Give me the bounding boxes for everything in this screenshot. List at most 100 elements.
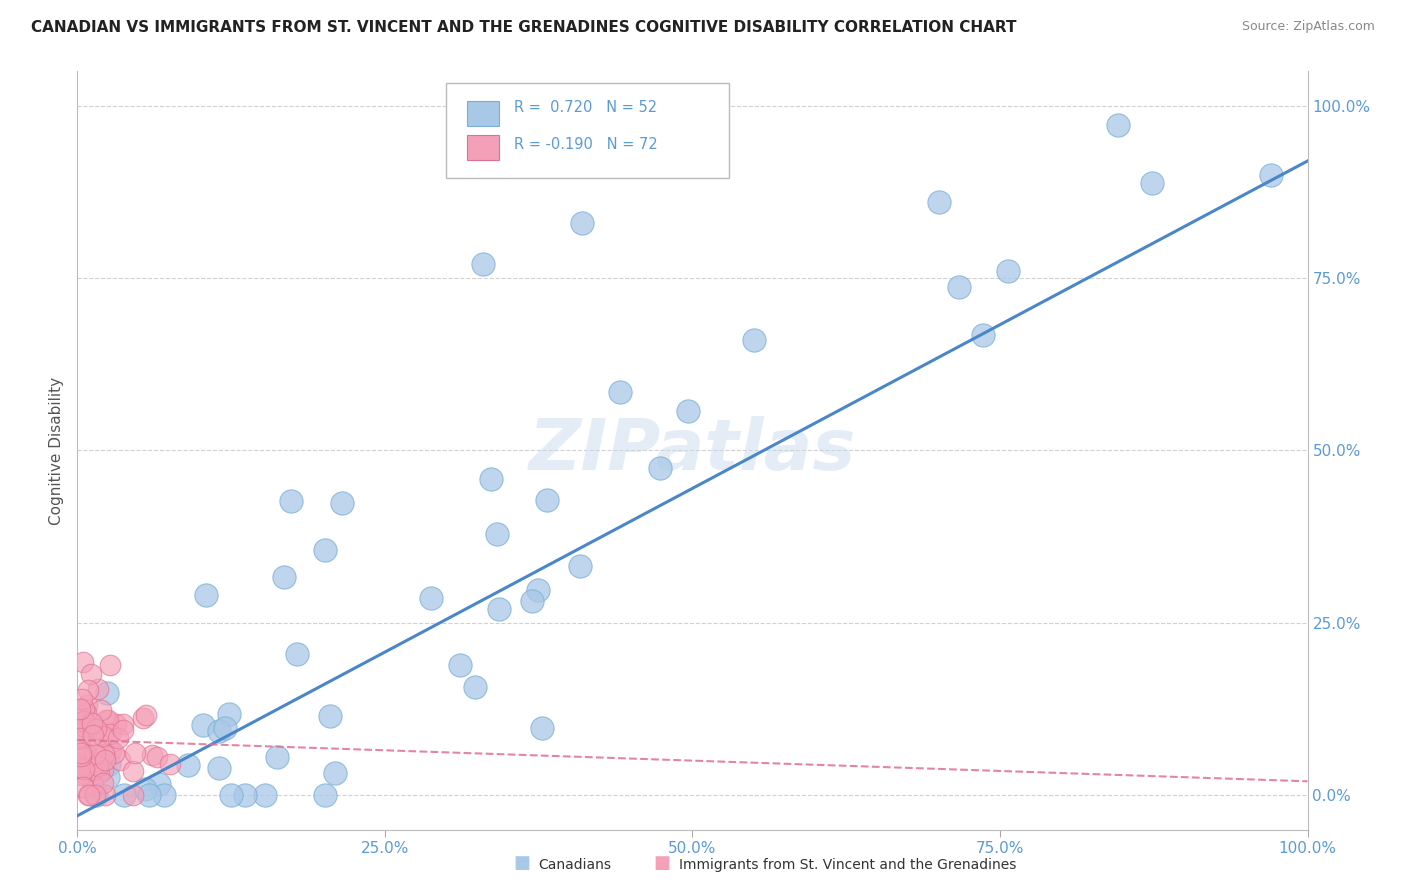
Point [138, 788, 160, 802]
Point [110, 753, 132, 767]
Point [159, 756, 181, 771]
Point [72, 701, 94, 715]
Point [314, 543, 336, 558]
Point [107, 731, 129, 746]
Text: ■: ■ [654, 855, 671, 872]
Point [124, 746, 146, 760]
Point [214, 721, 236, 735]
Point [76, 698, 98, 713]
Point [485, 527, 508, 541]
Point [527, 582, 550, 597]
Point [1107, 118, 1129, 132]
Point [1140, 176, 1163, 190]
Point [134, 781, 156, 796]
Text: Canadians: Canadians [538, 858, 612, 872]
Point [93, 747, 115, 761]
Point [76, 747, 98, 762]
Point [569, 558, 592, 573]
Point [520, 593, 543, 607]
Bar [467, 135, 499, 160]
Point [104, 717, 127, 731]
Point [67, 749, 90, 764]
Point [100, 743, 122, 757]
Point [91, 763, 114, 777]
Point [96, 686, 118, 700]
Point [449, 658, 471, 673]
Point [121, 764, 143, 779]
Point [928, 195, 950, 210]
Point [89, 766, 111, 780]
Point [84, 722, 107, 736]
Text: R = -0.190   N = 72: R = -0.190 N = 72 [515, 136, 658, 152]
Point [609, 385, 631, 400]
Point [98, 757, 121, 772]
Point [91, 776, 114, 790]
Point [80, 667, 103, 681]
Point [323, 765, 346, 780]
Point [87, 682, 110, 697]
Point [536, 492, 558, 507]
Y-axis label: Cognitive Disability: Cognitive Disability [49, 376, 65, 524]
Point [67, 753, 90, 767]
Point [153, 788, 176, 802]
Point [530, 721, 553, 735]
Point [221, 788, 243, 802]
Point [472, 257, 495, 271]
Point [742, 333, 765, 347]
Bar [467, 101, 499, 126]
Point [69, 746, 91, 760]
Point [72, 706, 94, 721]
Text: Source: ZipAtlas.com: Source: ZipAtlas.com [1241, 20, 1375, 33]
Point [112, 716, 135, 731]
Point [218, 706, 240, 721]
Point [98, 727, 121, 741]
Point [948, 279, 970, 293]
Text: ■: ■ [513, 855, 530, 872]
Point [84, 788, 107, 802]
Point [195, 588, 218, 602]
Point [420, 591, 443, 605]
Point [67, 712, 90, 726]
Point [73, 716, 96, 731]
Point [75, 768, 97, 782]
Point [571, 216, 593, 230]
Point [191, 718, 214, 732]
Point [91, 729, 114, 743]
Point [94, 788, 117, 802]
Point [648, 461, 671, 475]
Point [69, 767, 91, 781]
Point [69, 702, 91, 716]
Point [103, 746, 125, 760]
Point [280, 493, 302, 508]
Point [84, 788, 107, 802]
Point [90, 703, 112, 717]
Point [80, 763, 103, 777]
Point [208, 761, 231, 775]
Point [233, 788, 256, 802]
Point [254, 788, 277, 802]
Point [87, 758, 110, 772]
Point [314, 788, 336, 802]
Point [112, 788, 135, 802]
Point [479, 472, 502, 486]
Point [76, 788, 98, 802]
Point [72, 655, 94, 669]
Point [82, 779, 104, 793]
Point [67, 719, 90, 733]
Point [72, 780, 94, 795]
Point [319, 708, 342, 723]
Point [100, 657, 122, 672]
Point [77, 788, 100, 802]
Point [285, 647, 308, 661]
Point [66, 760, 89, 774]
Point [70, 691, 93, 706]
Point [73, 714, 96, 728]
Point [464, 680, 486, 694]
Point [112, 723, 135, 738]
Point [273, 570, 295, 584]
Point [66, 704, 89, 718]
Point [72, 763, 94, 777]
Text: ZIPatlas: ZIPatlas [529, 416, 856, 485]
Point [330, 496, 353, 510]
Point [75, 753, 97, 767]
